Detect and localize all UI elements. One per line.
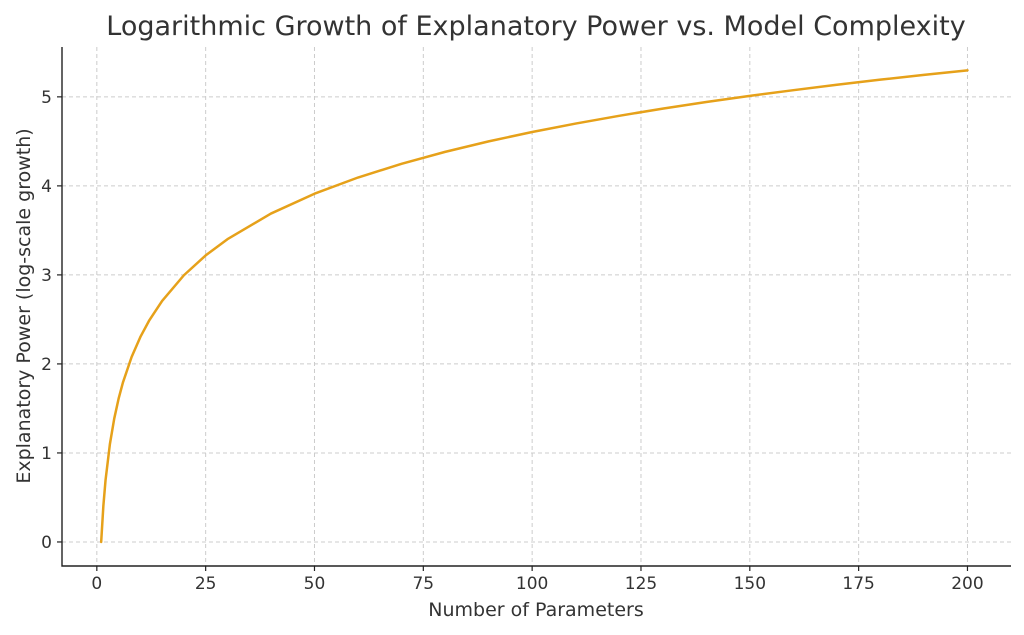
x-tick-label: 200 (951, 574, 983, 594)
x-tick-label: 175 (842, 574, 874, 594)
x-tick-label: 50 (304, 574, 326, 594)
y-tick-label: 4 (41, 177, 52, 197)
axis-spines (61, 47, 1011, 567)
y-tick-label: 3 (41, 266, 52, 286)
chart-title: Logarithmic Growth of Explanatory Power … (106, 11, 965, 42)
axes (61, 47, 1011, 567)
grid (62, 47, 1011, 566)
x-tick-label: 0 (91, 574, 102, 594)
y-tick-label: 2 (41, 355, 52, 375)
x-tick-label: 75 (412, 574, 434, 594)
y-tick-label: 1 (41, 444, 52, 464)
x-tick-label: 125 (625, 574, 657, 594)
x-axis-label: Number of Parameters (428, 599, 643, 621)
x-tick-label: 100 (516, 574, 548, 594)
x-tick-label: 25 (195, 574, 217, 594)
ticks: 0 25 50 75 100 125 150 175 200 0 1 2 3 4 5 (41, 88, 984, 594)
y-axis-label: Explanatory Power (log-scale growth) (13, 128, 35, 483)
y-tick-label: 0 (41, 533, 52, 553)
y-tick-label: 5 (41, 88, 52, 108)
x-tick-label: 150 (734, 574, 766, 594)
series-layer (99, 69, 969, 544)
series-line (99, 69, 969, 544)
